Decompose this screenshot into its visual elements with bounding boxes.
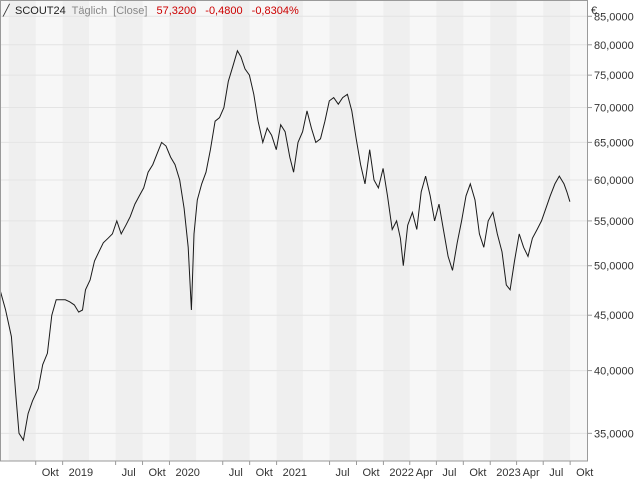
chart-header: ╱ SCOUT24 Täglich [Close] 57,3200 -0,480… xyxy=(2,3,299,17)
y-tick-label: 85,0000 xyxy=(594,11,634,23)
mode-label: [Close] xyxy=(113,5,147,17)
y-tick-label: 75,0000 xyxy=(594,70,634,82)
x-tick-label: Jul xyxy=(549,467,563,479)
x-tick-label: Jul xyxy=(122,467,136,479)
change-percent: -0,8304% xyxy=(252,5,299,17)
shaded-period xyxy=(276,0,303,461)
shaded-period xyxy=(222,0,250,461)
x-axis: Okt 2019 Jul Okt 2020 Jul Okt 2021 Jul Okt 2022 Apr… xyxy=(35,461,593,479)
svg-text:SCOUT24 Täglich [C: SCOUT24 Täglich [Close] 57,3200 -0,4800 … xyxy=(15,5,299,17)
y-tick-label: 55,0000 xyxy=(594,216,634,228)
period-shading xyxy=(8,0,571,461)
shaded-period xyxy=(329,0,357,461)
y-tick-label: 80,0000 xyxy=(594,40,634,52)
y-tick-label: 70,0000 xyxy=(594,103,634,115)
x-tick-label: Okt xyxy=(362,467,379,479)
x-tick-label: Okt xyxy=(42,467,59,479)
y-tick-label: 60,0000 xyxy=(594,175,634,187)
change-value: -0,4800 xyxy=(205,5,242,17)
x-tick-label: Jul xyxy=(336,467,350,479)
x-tick-label: 2022 xyxy=(389,467,413,479)
period-label: Täglich xyxy=(72,5,107,17)
x-tick-label: Okt xyxy=(149,467,166,479)
x-tick-label: Okt xyxy=(576,467,593,479)
shaded-period xyxy=(436,0,464,461)
y-tick-label: 35,0000 xyxy=(594,428,634,440)
y-tick-label: 40,0000 xyxy=(594,366,634,378)
grid-lines xyxy=(0,15,588,434)
x-tick-label: 2021 xyxy=(283,467,307,479)
y-tick-label: 50,0000 xyxy=(594,261,634,273)
x-tick-label: Apr xyxy=(523,467,540,479)
x-tick-label: Apr xyxy=(416,467,433,479)
x-tick-label: 2019 xyxy=(69,467,93,479)
x-tick-label: 2023 xyxy=(496,467,520,479)
chart-line-icon: ╱ xyxy=(2,3,11,17)
x-tick-label: Jul xyxy=(229,467,243,479)
shaded-period xyxy=(490,0,517,461)
y-tick-label: 65,0000 xyxy=(594,137,634,149)
x-tick-label: Okt xyxy=(469,467,486,479)
shaded-period xyxy=(169,0,197,461)
y-axis: 35,0000 40,0000 45,0000 50,0000 55,0000 60,00… xyxy=(588,11,634,440)
y-axis-unit: € xyxy=(591,5,597,17)
shaded-period xyxy=(543,0,571,461)
shaded-period xyxy=(62,0,89,461)
x-tick-label: 2020 xyxy=(175,467,199,479)
plot-frame xyxy=(0,0,588,462)
x-tick-label: Okt xyxy=(256,467,273,479)
last-price: 57,3200 xyxy=(156,5,196,17)
y-tick-label: 45,0000 xyxy=(594,310,634,322)
shaded-period xyxy=(8,0,36,461)
x-tick-label: Jul xyxy=(442,467,456,479)
symbol-label: SCOUT24 xyxy=(15,5,66,17)
price-series-line xyxy=(0,49,571,442)
shaded-period xyxy=(383,0,410,461)
